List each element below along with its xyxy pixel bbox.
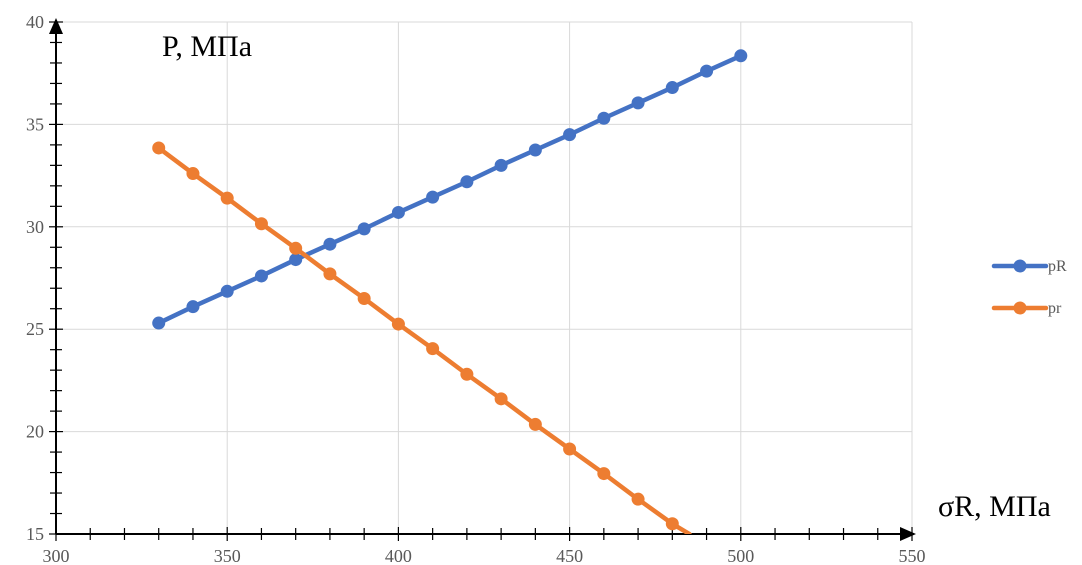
data-point-pr xyxy=(631,492,645,506)
data-point-pr xyxy=(289,241,303,255)
series-line-pR xyxy=(156,53,744,326)
data-point-pr xyxy=(563,442,577,456)
x-tick-label: 300 xyxy=(43,546,70,565)
data-point-pR xyxy=(494,158,508,172)
gridlines xyxy=(56,21,913,534)
series-layer xyxy=(152,49,748,534)
data-point-pR xyxy=(289,253,303,267)
y-tick-label: 25 xyxy=(26,319,44,339)
data-point-pR xyxy=(460,175,474,189)
data-point-pR xyxy=(220,284,234,298)
data-point-pr xyxy=(357,291,371,305)
data-point-pr xyxy=(460,367,474,381)
legend-marker-pR xyxy=(1013,259,1027,273)
data-point-pr xyxy=(597,467,611,481)
data-point-pr xyxy=(152,141,166,155)
data-point-pR xyxy=(563,128,577,142)
x-tick-label: 400 xyxy=(385,546,412,565)
data-point-pr xyxy=(186,167,200,181)
y-tick-label: 30 xyxy=(26,217,44,237)
data-point-pR xyxy=(597,111,611,125)
x-tick-label: 450 xyxy=(556,546,583,565)
legend-marker-pr xyxy=(1013,301,1027,315)
y-tick-label: 35 xyxy=(26,114,44,134)
y-tick-label: 20 xyxy=(26,422,44,442)
data-point-pr xyxy=(323,267,337,281)
data-point-pr xyxy=(254,217,268,231)
y-tick-label: 15 xyxy=(26,524,44,544)
data-point-pR xyxy=(734,49,748,63)
y-tick-label: 40 xyxy=(26,12,44,32)
data-point-pr xyxy=(391,317,405,331)
data-point-pr xyxy=(426,342,440,356)
x-tick-label: 350 xyxy=(214,546,241,565)
data-point-pr xyxy=(665,517,679,531)
data-point-pr xyxy=(494,392,508,406)
data-point-pr xyxy=(528,417,542,431)
axes xyxy=(49,18,916,541)
tick-labels: 300 350 400 450 500 550 15 20 25 30 35 40 xyxy=(26,12,926,565)
data-point-pR xyxy=(700,64,714,78)
data-point-pR xyxy=(323,237,337,251)
data-point-pR xyxy=(528,143,542,157)
data-point-pR xyxy=(665,81,679,95)
data-point-pR xyxy=(357,222,371,236)
x-axis-title: σR, МПа xyxy=(938,490,1051,523)
data-point-pR xyxy=(631,96,645,110)
legend-label-pr: pr xyxy=(1048,300,1062,317)
x-tick-label: 550 xyxy=(899,546,926,565)
x-tick-label: 500 xyxy=(727,546,754,565)
data-point-pR xyxy=(186,300,200,314)
data-point-pR xyxy=(152,316,166,330)
y-axis-title: P, МПа xyxy=(162,30,252,63)
y-axis-arrow xyxy=(49,18,63,34)
data-point-pR xyxy=(426,190,440,204)
x-axis-arrow xyxy=(900,527,916,541)
data-point-pR xyxy=(254,269,268,283)
data-point-pr xyxy=(220,191,234,205)
legend-label-pR: pR xyxy=(1048,258,1067,275)
data-point-pR xyxy=(391,205,405,219)
legend: pR pr xyxy=(991,258,1067,317)
